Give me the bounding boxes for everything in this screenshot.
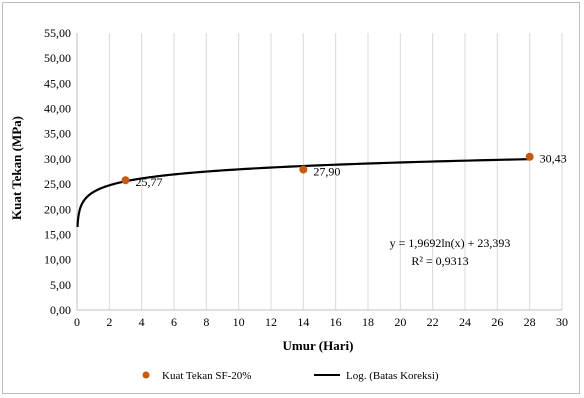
- legend-marker-scatter: [142, 371, 150, 379]
- trendline-r2: R² = 0,9313: [411, 254, 468, 268]
- x-tick-label: 8: [203, 315, 209, 329]
- x-tick-label: 28: [524, 315, 536, 329]
- x-tick-label: 18: [362, 315, 374, 329]
- scatter-points: [121, 152, 534, 185]
- data-label: 27,90: [313, 164, 340, 178]
- data-label: 25,77: [136, 175, 163, 189]
- x-tick-label: 20: [394, 315, 406, 329]
- x-tick-label: 22: [427, 315, 439, 329]
- y-tick-label: 40,00: [44, 102, 71, 116]
- gridlines: [108, 33, 563, 310]
- legend-label-scatter: Kuat Tekan SF-20%: [162, 370, 251, 382]
- y-tick-label: 45,00: [44, 76, 71, 90]
- x-tick-label: 10: [233, 315, 245, 329]
- y-tick-labels: 0,00 5,00 10,00 15,00 20,00 25,00 30,00 35,00 40…: [44, 26, 71, 317]
- trendline-group: [76, 158, 530, 228]
- x-tick-label: 16: [330, 315, 342, 329]
- chart-frame: [2, 2, 580, 394]
- y-tick-label: 35,00: [44, 127, 71, 141]
- data-point: [299, 165, 308, 174]
- y-tick-label: 25,00: [44, 177, 71, 191]
- x-tick-label: 12: [265, 315, 277, 329]
- x-tick-label: 4: [139, 315, 145, 329]
- y-tick-label: 20,00: [44, 202, 71, 216]
- x-tick-label: 2: [106, 315, 112, 329]
- x-tick-label: 6: [171, 315, 177, 329]
- x-tick-label: 0: [74, 315, 80, 329]
- trendline-equation: y = 1,9692ln(x) + 23,393: [390, 236, 511, 250]
- y-tick-label: 30,00: [44, 152, 71, 166]
- y-tick-label: 50,00: [44, 51, 71, 65]
- y-tick-label: 5,00: [50, 278, 71, 292]
- legend: Kuat Tekan SF-20% Log. (Batas Koreksi): [142, 370, 439, 382]
- data-point: [121, 176, 130, 185]
- y-tick-label: 10,00: [44, 253, 71, 267]
- y-tick-label: 55,00: [44, 26, 71, 40]
- x-tick-label: 26: [491, 315, 503, 329]
- y-tick-label: 0,00: [50, 303, 71, 317]
- y-tick-label: 15,00: [44, 227, 71, 241]
- data-point: [525, 152, 534, 161]
- x-tick-label: 30: [556, 315, 568, 329]
- data-labels: 25,77 27,90 30,43: [136, 152, 567, 189]
- legend-label-trendline: Log. (Batas Koreksi): [346, 370, 439, 382]
- x-axis-title: Umur (Hari): [283, 338, 354, 353]
- axes: [76, 33, 562, 311]
- x-tick-labels: 0 2 4 6 8 10 12 14 16 18 20 22 24 26 28 30: [74, 315, 568, 329]
- x-tick-label: 14: [297, 315, 309, 329]
- data-label: 30,43: [540, 152, 567, 166]
- trendline: [76, 158, 530, 228]
- x-tick-label: 24: [459, 315, 471, 329]
- y-axis-title: Kuat Tekan (MPa): [9, 116, 24, 220]
